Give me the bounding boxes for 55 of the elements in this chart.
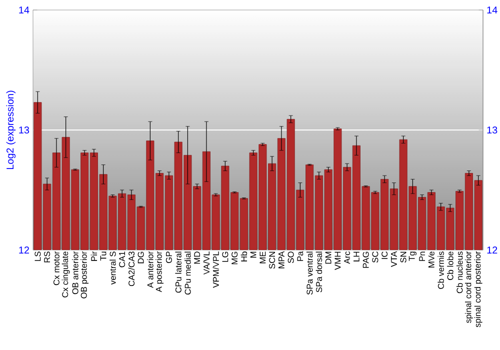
- x-tick-label: CPu lateral: [175, 252, 182, 293]
- x-tick-label: SC: [372, 252, 378, 263]
- x-tick-label: IC: [382, 252, 388, 259]
- y-axis-title: Log2 (expression): [6, 90, 16, 170]
- x-tick-label: Pir: [90, 251, 98, 261]
- x-tick-label: Cb lobe: [447, 252, 454, 280]
- y-tick-label: 14: [19, 6, 30, 14]
- x-tick-label: OB posterior: [80, 251, 89, 298]
- x-tick-label: PAG: [362, 252, 369, 268]
- x-tick-label: SPa dorsal: [316, 252, 322, 292]
- x-tick-label: MPA: [278, 251, 284, 268]
- x-tick-label: spinal cord anterior: [464, 251, 473, 323]
- x-tick-label: A anterior: [147, 251, 154, 288]
- x-tick-label: VMH: [334, 252, 341, 270]
- x-tick-label: VTA: [391, 251, 397, 268]
- x-tick-label: DM: [325, 252, 332, 264]
- x-tick-label: ME: [260, 252, 266, 264]
- x-tick-label: SO: [288, 252, 294, 264]
- x-tick-label: Pa: [297, 251, 304, 261]
- x-tick-label: Cx cingulate: [62, 252, 70, 298]
- x-tick-label: DG: [138, 252, 144, 264]
- x-tick-label: Tu: [100, 252, 106, 261]
- x-tick-label: LG: [222, 252, 228, 262]
- y2-tick-label: 12: [487, 246, 498, 254]
- x-tick-label: A posterior: [156, 251, 164, 292]
- x-tick-label: MG: [232, 252, 238, 264]
- x-tick-label: VPM/VPL: [212, 251, 219, 288]
- x-tick-label: SN: [400, 252, 406, 263]
- x-tick-label: ventral S: [110, 252, 116, 285]
- y-tick-label: 13: [19, 126, 30, 134]
- x-tick-label: CA2/CA3: [128, 252, 135, 286]
- x-tick-label: CA1: [119, 252, 126, 268]
- x-tick-label: MVe: [428, 252, 434, 268]
- x-tick-label: Pn: [419, 252, 425, 261]
- x-tick-label: LS: [34, 252, 41, 261]
- y-tick-label: 12: [19, 246, 29, 254]
- x-tick-label: Cx motor: [53, 251, 60, 286]
- x-tick-label: Cb vermis: [438, 252, 444, 289]
- x-tick-label: SCN: [269, 252, 276, 269]
- x-tick-label: spinal cord posterior: [474, 251, 482, 328]
- x-tick-label: MD: [194, 252, 200, 264]
- x-tick-label: GP: [166, 252, 172, 264]
- x-tick-label: Hb: [240, 252, 248, 262]
- x-tick-label: Arc: [344, 251, 350, 264]
- y2-tick-label: 13: [487, 126, 498, 134]
- x-tick-label: Cb nucleus: [456, 252, 463, 294]
- x-tick-label: VA/VL: [203, 251, 210, 275]
- x-tick-label: Tg: [408, 252, 416, 261]
- y2-tick-label: 14: [487, 6, 498, 14]
- x-tick-label: CPu medial: [184, 252, 191, 295]
- x-tick-label: OB anterior: [72, 251, 78, 294]
- x-tick-label: M: [250, 252, 256, 258]
- x-tick-label: LH: [354, 252, 360, 262]
- x-tick-label: RS: [44, 252, 50, 262]
- x-tick-label: SPa ventral: [306, 252, 313, 295]
